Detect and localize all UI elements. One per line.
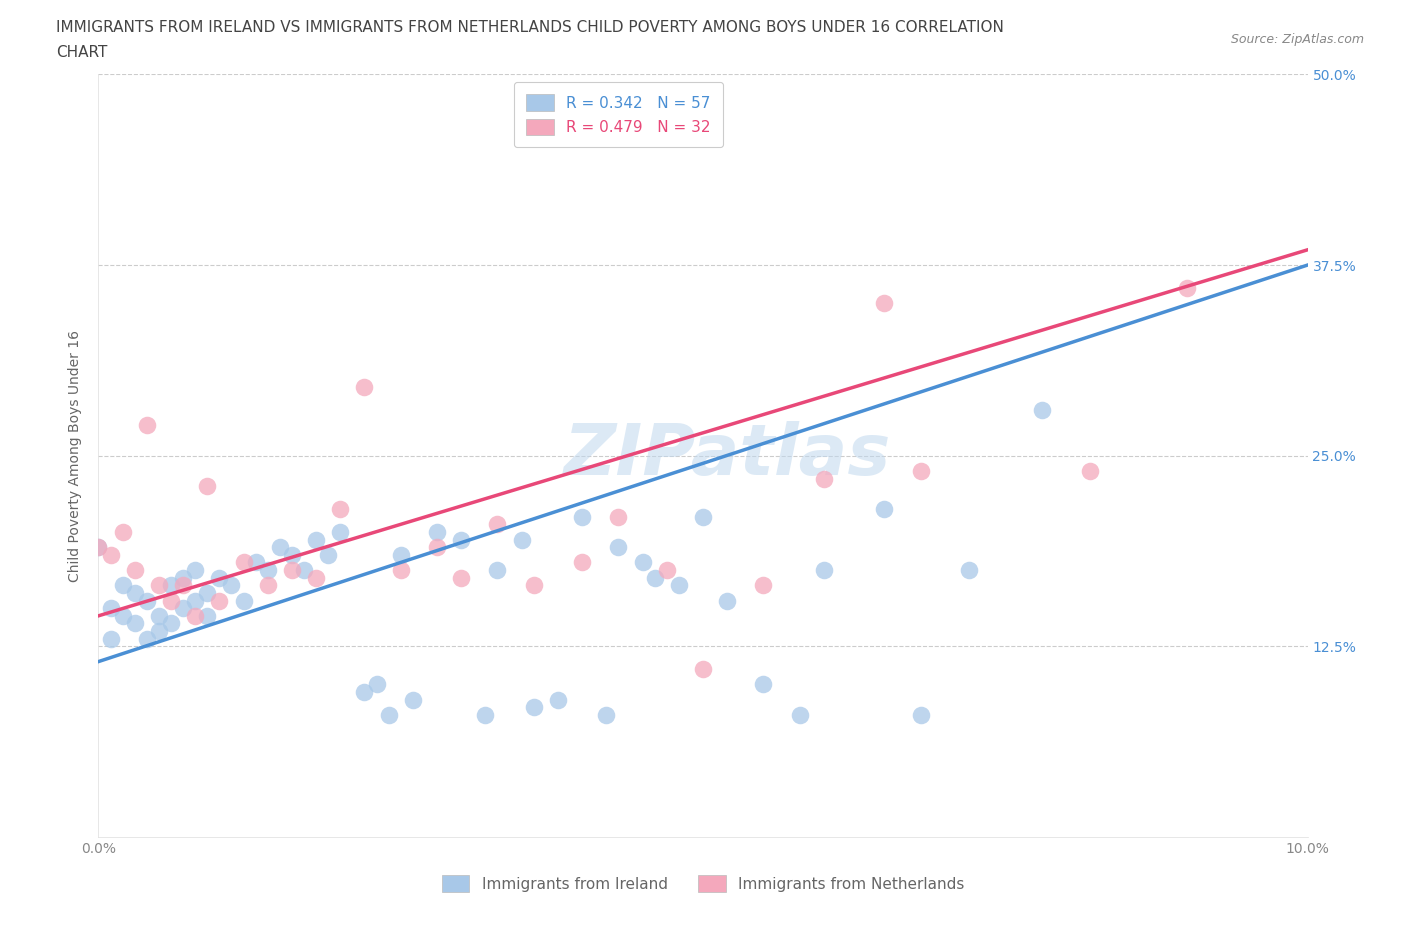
Point [366,677,388,692]
Text: Source: ZipAtlas.com: Source: ZipAtlas.com [1230,33,1364,46]
Point [402,692,425,707]
Point [184,608,207,623]
Point [873,296,896,311]
Point [571,510,593,525]
Point [232,555,254,570]
Point [195,586,218,601]
Point [245,555,267,570]
Point [486,517,509,532]
Point [111,525,134,539]
Point [184,593,207,608]
Point [1175,281,1198,296]
Point [100,548,122,563]
Point [208,593,231,608]
Point [668,578,690,592]
Point [450,532,472,547]
Point [148,624,170,639]
Point [87,539,110,554]
Point [486,563,509,578]
Point [124,586,146,601]
Point [813,563,835,578]
Point [148,578,170,592]
Point [111,578,134,592]
Point [256,563,278,578]
Point [292,563,315,578]
Point [124,616,146,631]
Point [172,570,194,585]
Point [87,539,110,554]
Point [172,601,194,616]
Point [100,631,122,646]
Point [135,593,157,608]
Point [305,532,328,547]
Point [281,563,304,578]
Point [607,510,630,525]
Point [172,578,194,592]
Text: ZIPatlas: ZIPatlas [564,421,891,490]
Text: IMMIGRANTS FROM IRELAND VS IMMIGRANTS FROM NETHERLANDS CHILD POVERTY AMONG BOYS : IMMIGRANTS FROM IRELAND VS IMMIGRANTS FR… [56,20,1004,35]
Point [148,608,170,623]
Point [377,708,399,723]
Point [316,548,339,563]
Point [329,525,352,539]
Legend: Immigrants from Ireland, Immigrants from Netherlands: Immigrants from Ireland, Immigrants from… [436,870,970,898]
Point [789,708,811,723]
Point [692,510,714,525]
Point [474,708,496,723]
Point [305,570,328,585]
Point [1078,463,1101,478]
Point [752,677,775,692]
Point [135,631,157,646]
Point [523,700,546,715]
Point [389,548,412,563]
Point [389,563,412,578]
Point [910,463,932,478]
Point [873,501,896,516]
Text: CHART: CHART [56,45,108,60]
Point [208,570,231,585]
Point [510,532,533,547]
Point [329,501,352,516]
Point [232,593,254,608]
Point [631,555,654,570]
Point [269,539,291,554]
Point [957,563,980,578]
Point [256,578,278,592]
Point [716,593,738,608]
Point [353,379,375,394]
Point [426,525,449,539]
Point [910,708,932,723]
Point [124,563,146,578]
Point [571,555,593,570]
Point [160,578,183,592]
Point [655,563,678,578]
Y-axis label: Child Poverty Among Boys Under 16: Child Poverty Among Boys Under 16 [69,330,83,581]
Point [160,616,183,631]
Point [160,593,183,608]
Point [111,608,134,623]
Point [547,692,569,707]
Point [135,418,157,432]
Point [607,539,630,554]
Point [450,570,472,585]
Point [692,662,714,677]
Point [281,548,304,563]
Point [644,570,666,585]
Point [184,563,207,578]
Point [595,708,617,723]
Point [221,578,243,592]
Point [426,539,449,554]
Point [1031,403,1053,418]
Point [100,601,122,616]
Point [195,479,218,494]
Point [523,578,546,592]
Point [813,472,835,486]
Point [353,684,375,699]
Point [752,578,775,592]
Point [195,608,218,623]
